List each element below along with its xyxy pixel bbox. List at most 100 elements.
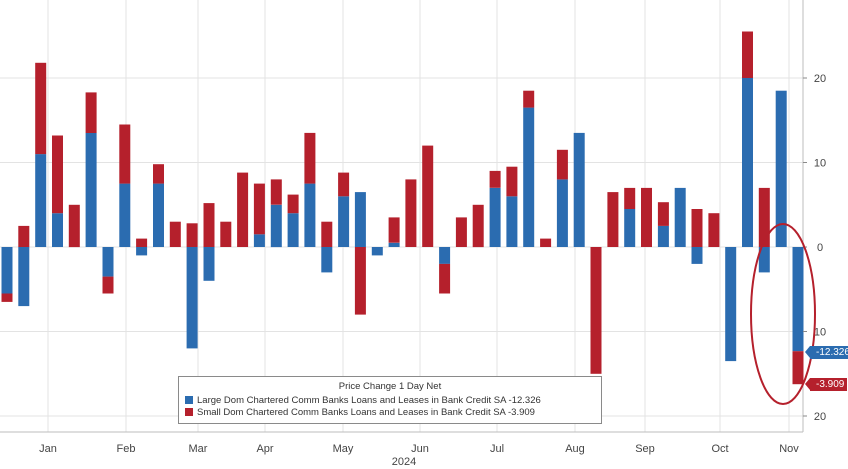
bar-large <box>725 247 737 362</box>
bar-large <box>657 225 669 247</box>
bar-large <box>371 247 383 256</box>
bar-small <box>338 172 350 197</box>
legend-swatch-small <box>185 408 193 416</box>
x-tick-label: Mar <box>189 443 208 455</box>
bar-large <box>523 107 535 247</box>
bar-large <box>758 247 770 273</box>
bar-small <box>523 90 535 108</box>
bar-small <box>169 221 181 247</box>
y-tick-label: 20 <box>814 73 826 85</box>
bar-large <box>321 247 333 273</box>
bar-series <box>1 31 804 385</box>
bar-large <box>119 183 131 247</box>
bar-small <box>354 247 366 315</box>
bar-large <box>439 247 451 264</box>
bar-small <box>472 204 484 248</box>
bar-large <box>1 247 13 294</box>
bar-small <box>708 213 720 247</box>
bar-small <box>455 217 467 247</box>
legend-title: Price Change 1 Day Net <box>338 381 442 392</box>
y-tick-label: 0 <box>817 242 823 254</box>
bar-large <box>102 247 114 277</box>
x-tick-label: Feb <box>117 443 136 455</box>
bar-small <box>203 203 215 247</box>
bar-large <box>338 196 350 247</box>
bar-small <box>52 135 63 214</box>
bar-large <box>354 192 366 247</box>
x-tick-label: Jun <box>411 443 429 455</box>
bar-small <box>590 247 602 374</box>
y-tick-label: 10 <box>814 158 826 170</box>
last-value-tag-small: -3.909 <box>804 378 848 391</box>
bar-small <box>102 276 114 294</box>
bar-small <box>85 92 97 133</box>
bar-small <box>186 223 198 247</box>
bar-large <box>742 78 753 247</box>
bar-small <box>304 132 316 184</box>
bar-large <box>270 204 282 248</box>
highlight-circle <box>750 223 816 405</box>
last-value-tag-large: -12.326 <box>805 346 848 359</box>
bar-small <box>758 187 770 247</box>
bar-small <box>220 221 232 247</box>
bar-small <box>68 204 80 248</box>
bar-small <box>253 183 265 235</box>
legend-swatch-large <box>185 396 193 404</box>
bar-large <box>35 154 47 247</box>
bar-large <box>253 234 265 247</box>
bar-large <box>136 247 148 256</box>
bar-small <box>489 170 501 188</box>
x-tick-label: Jan <box>39 443 57 455</box>
bar-small <box>641 187 652 247</box>
legend-label-small: Small Dom Chartered Comm Banks Loans and… <box>197 406 535 418</box>
x-tick-label: Sep <box>635 443 655 455</box>
bar-small <box>388 217 400 243</box>
bar-small <box>657 202 669 226</box>
bar-small <box>607 192 619 247</box>
bar-large <box>287 213 299 247</box>
x-tick-label: Jul <box>490 443 504 455</box>
bar-small <box>691 209 703 247</box>
legend-entry-small: Small Dom Chartered Comm Banks Loans and… <box>185 406 595 418</box>
legend-entry-large: Large Dom Chartered Comm Banks Loans and… <box>185 394 595 406</box>
chart-legend: Price Change 1 Day Net Large Dom Charter… <box>178 376 602 424</box>
bar-small <box>792 351 804 385</box>
bar-small <box>287 194 299 214</box>
y-tick-label: 10 <box>814 327 826 339</box>
bar-small <box>1 293 13 302</box>
bar-large <box>624 209 636 247</box>
bar-large <box>573 132 585 247</box>
bar-small <box>18 225 30 247</box>
x-tick-label: Oct <box>711 443 728 455</box>
bar-large <box>304 183 316 247</box>
bar-large <box>153 183 164 247</box>
bar-small <box>742 31 753 78</box>
x-tick-label: Apr <box>256 443 273 455</box>
bar-small <box>405 179 417 247</box>
bar-large <box>792 247 804 352</box>
x-axis-ticks: Jan Feb Mar Apr May Jun Jul Aug Sep Oct Nov 2024 <box>39 443 799 468</box>
bar-small <box>153 164 164 184</box>
bar-large <box>388 242 400 247</box>
bar-large <box>489 187 501 247</box>
bar-small <box>422 145 434 247</box>
bar-large <box>85 132 97 247</box>
bar-large <box>18 247 30 307</box>
y-tick-label: 20 <box>814 411 826 423</box>
bar-large <box>691 247 703 264</box>
bar-small <box>624 187 636 209</box>
bar-small <box>556 149 568 180</box>
bar-small <box>540 238 552 247</box>
y-axis-ticks: 20 10 0 10 20 <box>803 73 826 423</box>
bar-large <box>203 247 215 281</box>
bar-small <box>506 166 518 197</box>
bar-small <box>270 179 282 205</box>
x-tick-label: Aug <box>565 443 585 455</box>
bar-large <box>556 179 568 247</box>
bar-small <box>237 172 249 247</box>
x-tick-label: Nov <box>779 443 799 455</box>
bar-small <box>321 221 333 247</box>
bar-small <box>439 263 451 294</box>
bar-small <box>136 238 148 247</box>
